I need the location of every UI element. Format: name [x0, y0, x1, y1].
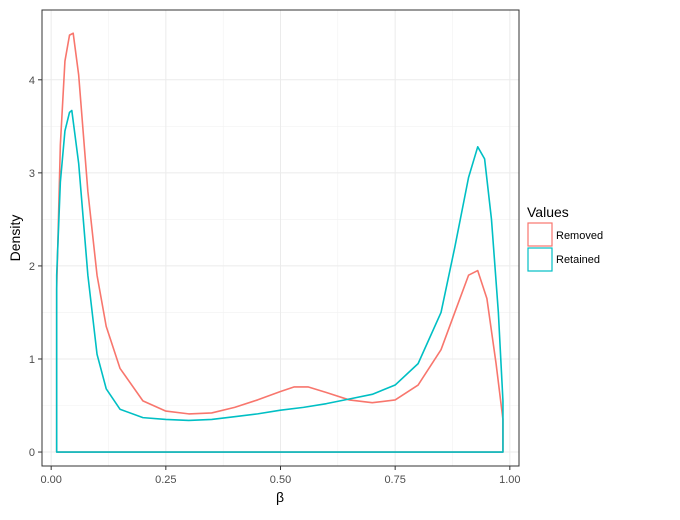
x-tick-label: 0.25 [155, 474, 176, 486]
x-tick-label: 0.50 [270, 474, 291, 486]
y-axis: 0 1 2 3 4 [29, 75, 42, 459]
major-gridlines [42, 10, 519, 466]
y-tick-label: 3 [29, 168, 35, 180]
y-tick-label: 0 [29, 447, 35, 459]
legend-title: Values [527, 204, 569, 220]
x-tick-label: 1.00 [499, 474, 520, 486]
legend-item-removed: Removed [527, 222, 603, 247]
legend-label-retained: Retained [556, 254, 600, 266]
legend-item-retained: Retained [527, 247, 600, 272]
density-line-retained [55, 109, 504, 453]
series-layer [55, 32, 504, 453]
legend-label-removed: Removed [556, 230, 603, 242]
y-tick-label: 4 [29, 75, 35, 87]
legend-key-retained [527, 247, 553, 272]
x-axis: 0.00 0.25 0.50 0.75 1.00 [40, 466, 521, 486]
legend: Values Removed Retained [527, 204, 603, 272]
x-tick-label: 0.00 [40, 474, 61, 486]
y-tick-label: 1 [29, 354, 35, 366]
y-tick-label: 2 [29, 261, 35, 273]
x-tick-label: 0.75 [384, 474, 405, 486]
y-axis-title: Density [7, 215, 23, 262]
x-axis-title: β [276, 489, 284, 505]
legend-key-removed [527, 222, 553, 247]
density-line-removed [55, 32, 504, 453]
